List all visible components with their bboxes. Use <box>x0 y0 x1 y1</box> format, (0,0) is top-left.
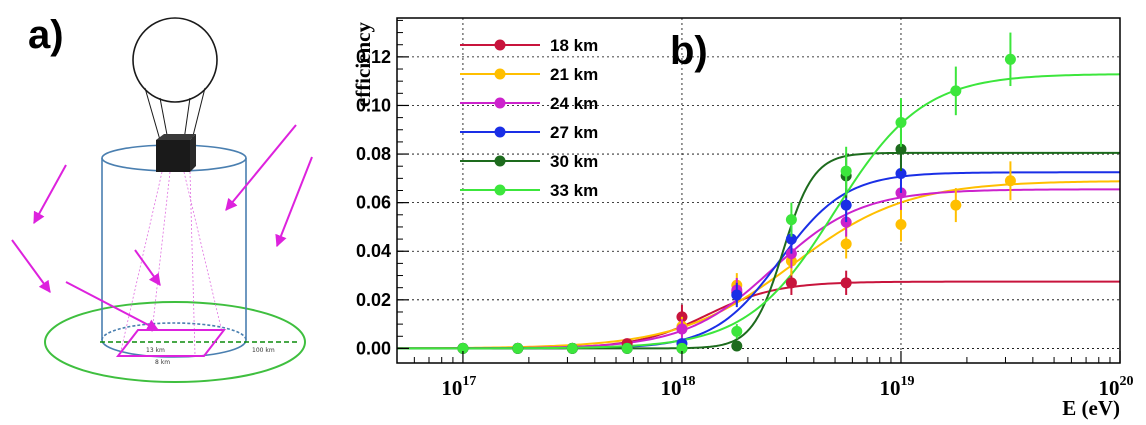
efficiency-chart: 1017 1018 1019 1020 0.00 0.02 0.04 0.06 0.08 0.10… <box>351 17 1134 420</box>
data-point-27-km <box>785 233 797 245</box>
data-point-27-km <box>840 199 852 211</box>
data-point-33-km <box>950 85 962 97</box>
data-point-33-km <box>621 342 633 354</box>
data-point-18-km <box>785 277 797 289</box>
legend-label-24-km: 24 km <box>550 94 598 113</box>
data-point-18-km <box>840 277 852 289</box>
data-point-33-km <box>1004 53 1016 65</box>
fit-curves <box>396 73 1121 350</box>
y-tick-label: 0.02 <box>356 290 391 310</box>
camera-icon <box>156 134 196 172</box>
balloon-icon <box>132 17 218 141</box>
legend-marker-21-km <box>494 68 506 80</box>
legend-label-27-km: 27 km <box>550 123 598 142</box>
x-tick-label: 1019 <box>879 374 914 400</box>
data-point-33-km <box>840 165 852 177</box>
legend-marker-18-km <box>494 39 506 51</box>
legend-label-30-km: 30 km <box>550 152 598 171</box>
legend-marker-33-km <box>494 184 506 196</box>
panel-a-label: a) <box>28 13 64 57</box>
data-point-33-km <box>785 214 797 226</box>
fit-curve-33-km <box>397 73 1121 350</box>
y-tick-label: 0.04 <box>356 241 391 261</box>
x-tick-label: 1018 <box>660 374 695 400</box>
y-tick-label: 0.00 <box>356 338 391 358</box>
detector-geometry-diagram: a) 13 km 8 km 100 km <box>11 13 313 383</box>
legend-label-21-km: 21 km <box>550 65 598 84</box>
footprint-short-label: 8 km <box>155 359 170 366</box>
field-of-view-lines <box>119 171 223 356</box>
data-point-24-km <box>676 323 688 335</box>
camera-footprint <box>115 329 227 357</box>
data-point-21-km <box>840 238 852 250</box>
data-point-27-km <box>731 289 743 301</box>
data-point-21-km <box>895 219 907 231</box>
data-point-21-km <box>950 199 962 211</box>
y-tick-label: 0.12 <box>356 47 391 67</box>
data-point-27-km <box>895 167 907 179</box>
data-point-33-km <box>895 116 907 128</box>
legend-label-18-km: 18 km <box>550 36 598 55</box>
data-point-33-km <box>676 342 688 354</box>
y-tick-label: 0.06 <box>356 193 391 213</box>
data-point-33-km <box>731 325 743 337</box>
outer-observation-ellipse <box>44 301 306 383</box>
panel-b-label: b) <box>670 29 708 73</box>
cylinder-volume <box>101 144 247 358</box>
y-tick-label: 0.08 <box>356 144 391 164</box>
y-tick-label: 0.10 <box>356 95 391 115</box>
data-point-30-km <box>895 143 907 155</box>
fit-curve-27-km <box>397 171 1120 350</box>
fit-curve-21-km <box>396 180 1121 350</box>
legend-marker-24-km <box>494 97 506 109</box>
y-axis-title: efficiency <box>351 22 375 108</box>
legend-marker-27-km <box>494 126 506 138</box>
x-tick-label: 1020 <box>1099 374 1134 400</box>
data-point-33-km <box>566 342 578 354</box>
legend: 18 km 21 km 24 km 27 km 30 km 33 km <box>460 36 598 200</box>
x-axis-title: E (eV) <box>1062 396 1120 420</box>
data-point-33-km <box>457 342 469 354</box>
legend-marker-30-km <box>494 155 506 167</box>
data-points <box>457 32 1016 354</box>
data-point-33-km <box>512 342 524 354</box>
data-point-30-km <box>731 340 743 352</box>
footprint-long-label: 13 km <box>146 347 165 354</box>
axis-ticks: 1017 1018 1019 1020 0.00 0.02 0.04 0.06 0.08 0.10… <box>356 19 1134 400</box>
data-point-21-km <box>1004 175 1016 187</box>
legend-label-33-km: 33 km <box>550 181 598 200</box>
fit-curve-24-km <box>397 188 1121 350</box>
outer-ellipse-label: 100 km <box>252 347 275 354</box>
x-tick-label: 1017 <box>441 374 476 400</box>
arrow-icon <box>11 124 313 331</box>
